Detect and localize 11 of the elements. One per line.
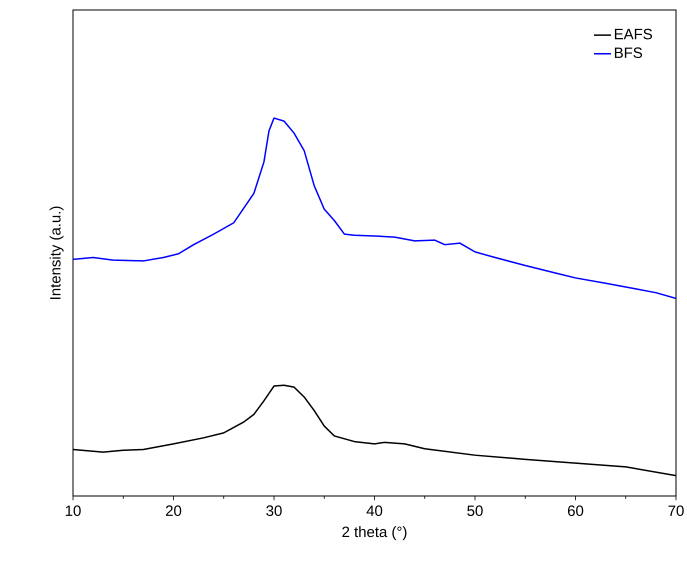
x-tick-label: 20 (166, 505, 182, 516)
legend-label: BFS (614, 47, 642, 58)
x-tick-label: 60 (568, 505, 584, 516)
x-tick-label: 70 (668, 505, 684, 516)
y-axis-title: Intensity (a.u.) (50, 206, 64, 299)
x-tick-label: 50 (467, 505, 483, 516)
x-tick-label: 30 (266, 505, 282, 516)
x-tick-label: 10 (66, 505, 81, 516)
x-tick-label: 40 (366, 505, 382, 516)
x-axis-title: 2 theta (°) (342, 526, 406, 540)
legend-label: EAFS (614, 28, 652, 40)
